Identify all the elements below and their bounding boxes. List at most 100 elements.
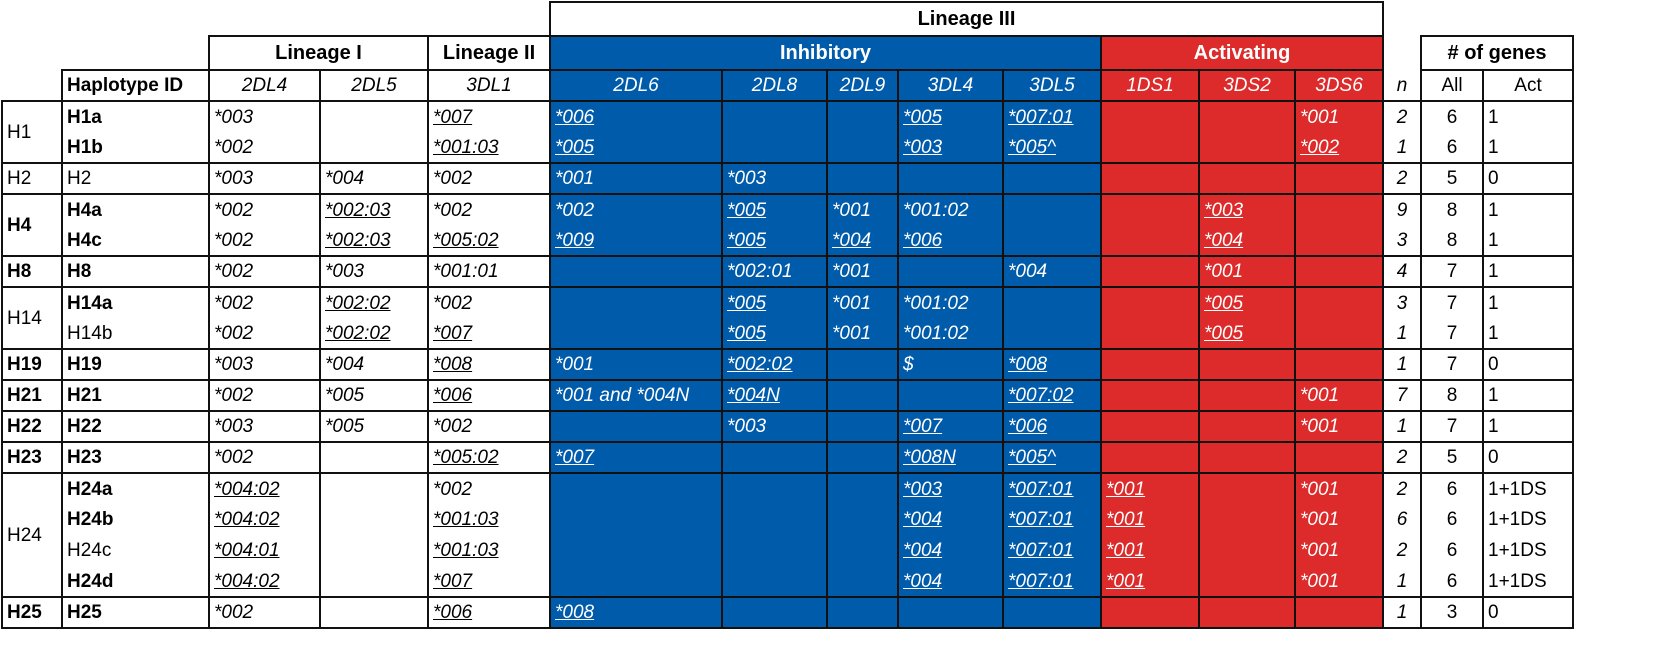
haplotype-group: H2	[1, 163, 63, 195]
allele-cell: *002:03	[320, 225, 429, 257]
allele-cell: *003	[320, 256, 429, 288]
act-header: Act	[1483, 70, 1574, 102]
allele-cell	[722, 442, 828, 474]
allele-value: *005	[555, 136, 595, 158]
allele-value: *002:02	[325, 292, 391, 314]
activating-header: Activating	[1101, 35, 1384, 71]
table-row: H24 H24a *004:02 *002 *003 *007:01 *001 *001 2 6 1…	[1, 473, 1574, 598]
allele-value: *001	[1300, 106, 1340, 128]
allele-value: *001	[832, 322, 872, 344]
n-value: 9	[1383, 194, 1422, 225]
allele-value: *003	[214, 168, 254, 189]
table-row: H4c *002 *002:03 *005:02 *009 *005 *004 *006 *00…	[2, 225, 1574, 257]
allele-cell	[1003, 163, 1102, 195]
act-genes-value: 1	[1483, 101, 1574, 132]
lineage-iii-header: Lineage III	[549, 1, 1384, 36]
num-genes-header: # of genes	[1420, 35, 1574, 71]
allele-cell: *001:03	[428, 535, 551, 566]
allele-cell: *005	[1199, 287, 1296, 318]
allele-value: *001	[1300, 416, 1340, 437]
all-genes-value: 6	[1421, 132, 1484, 164]
allele-cell: *002	[209, 442, 321, 474]
allele-cell	[320, 597, 429, 629]
haplotype-group: H19	[1, 349, 63, 381]
gene-header: 2DL8	[722, 70, 828, 102]
allele-cell: *007	[428, 101, 551, 132]
n-value: 1	[1383, 132, 1422, 164]
allele-value: *007	[903, 416, 943, 437]
n-value: 2	[1383, 473, 1422, 504]
allele-cell: *001:02	[898, 287, 1004, 318]
allele-cell: *007	[428, 566, 551, 598]
allele-value: *005	[1204, 322, 1244, 344]
allele-cell	[722, 597, 828, 629]
gene-header: 2DL4	[209, 70, 321, 102]
allele-value: *002:01	[727, 261, 793, 282]
allele-value: *001:01	[433, 261, 499, 282]
allele-value: *002:02	[727, 354, 793, 375]
table-row: H25 H25 *002 *006 *008 1 3 0	[1, 597, 1574, 629]
haplotype-id: H24b	[62, 504, 210, 535]
allele-value: *001	[555, 354, 595, 375]
allele-cell: *003	[209, 349, 321, 381]
allele-cell: *009	[550, 225, 723, 257]
haplotype-group: H22	[1, 411, 63, 443]
allele-cell: *007:01	[1003, 535, 1102, 566]
table-row: H2 H2 *003 *004 *002 *001 *003 2 5 0	[1, 163, 1574, 195]
allele-cell	[1003, 287, 1102, 318]
allele-cell	[1199, 597, 1296, 629]
allele-cell: *005	[320, 380, 429, 412]
all-genes-value: 8	[1421, 194, 1484, 225]
allele-cell: *005	[722, 194, 828, 225]
allele-cell	[1003, 318, 1102, 350]
allele-cell: *005:02	[428, 225, 551, 257]
allele-cell	[1003, 597, 1102, 629]
allele-cell: *001	[1295, 473, 1384, 504]
table-row: H14b *002 *002:02 *007 *005 *001 *001:02 *005 1 7…	[2, 318, 1574, 350]
allele-cell: *005	[320, 411, 429, 443]
allele-cell	[1101, 287, 1200, 318]
allele-cell: *001 and *004N	[550, 380, 723, 412]
allele-cell: *001	[1295, 101, 1384, 132]
allele-cell	[827, 504, 899, 535]
haplotype-id: H14a	[62, 287, 210, 318]
allele-value: *008N	[903, 447, 956, 468]
allele-value: *005	[1204, 292, 1244, 314]
act-genes-value: 1	[1483, 194, 1574, 225]
allele-value: *002	[433, 416, 473, 437]
allele-value: *007:01	[1008, 509, 1074, 530]
allele-cell: *002	[1295, 132, 1384, 164]
allele-cell: *004:02	[209, 566, 321, 598]
allele-cell	[550, 411, 723, 443]
allele-value: *002	[214, 199, 254, 221]
allele-cell	[1199, 504, 1296, 535]
allele-value: *006	[433, 385, 473, 406]
allele-value: *001	[1106, 478, 1146, 500]
all-genes-value: 6	[1421, 535, 1484, 566]
lineage-i-header: Lineage I	[208, 35, 429, 71]
allele-cell: *001	[550, 349, 723, 381]
allele-value: *003	[727, 416, 767, 437]
allele-cell: *001	[1295, 504, 1384, 535]
table-row: H21 H21 *002 *005 *006 *001 and *004N *004N *00…	[1, 380, 1574, 412]
allele-value: *001	[555, 168, 595, 189]
act-genes-value: 1	[1483, 256, 1574, 288]
haplotype-id: H4a	[62, 194, 210, 225]
allele-cell: *004	[1003, 256, 1102, 288]
allele-value: *005	[727, 292, 767, 314]
allele-value: *003	[214, 106, 254, 128]
allele-value: *004:02	[214, 570, 280, 592]
allele-cell: *004	[898, 504, 1004, 535]
allele-value: *008	[433, 354, 473, 375]
all-genes-value: 5	[1421, 442, 1484, 474]
gene-header: 2DL9	[827, 70, 899, 102]
allele-cell	[1199, 163, 1296, 195]
allele-cell	[1101, 163, 1200, 195]
n-value: 7	[1383, 380, 1422, 412]
allele-value: *001	[1300, 570, 1340, 592]
allele-value: *002	[214, 261, 254, 282]
allele-cell: *001	[827, 256, 899, 288]
allele-cell	[1295, 163, 1384, 195]
allele-value: *002	[214, 292, 254, 314]
allele-cell	[550, 566, 723, 598]
